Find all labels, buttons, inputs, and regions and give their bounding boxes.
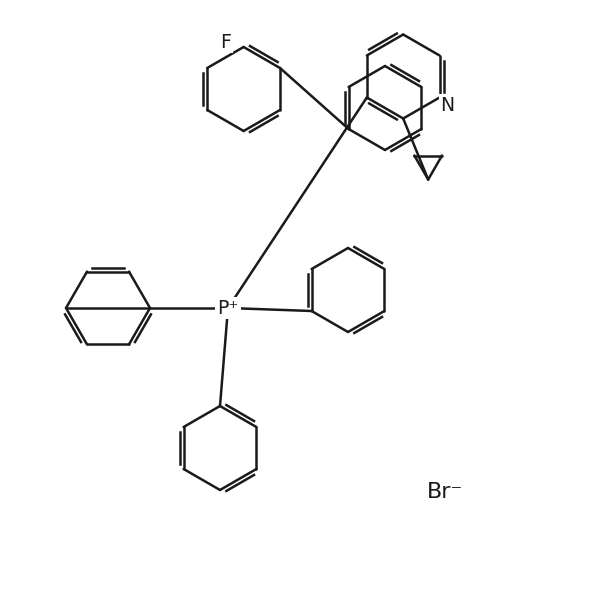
Text: F: F <box>220 32 231 52</box>
Text: N: N <box>440 96 455 115</box>
Text: Br⁻: Br⁻ <box>427 482 463 502</box>
Text: P⁺: P⁺ <box>217 298 239 317</box>
